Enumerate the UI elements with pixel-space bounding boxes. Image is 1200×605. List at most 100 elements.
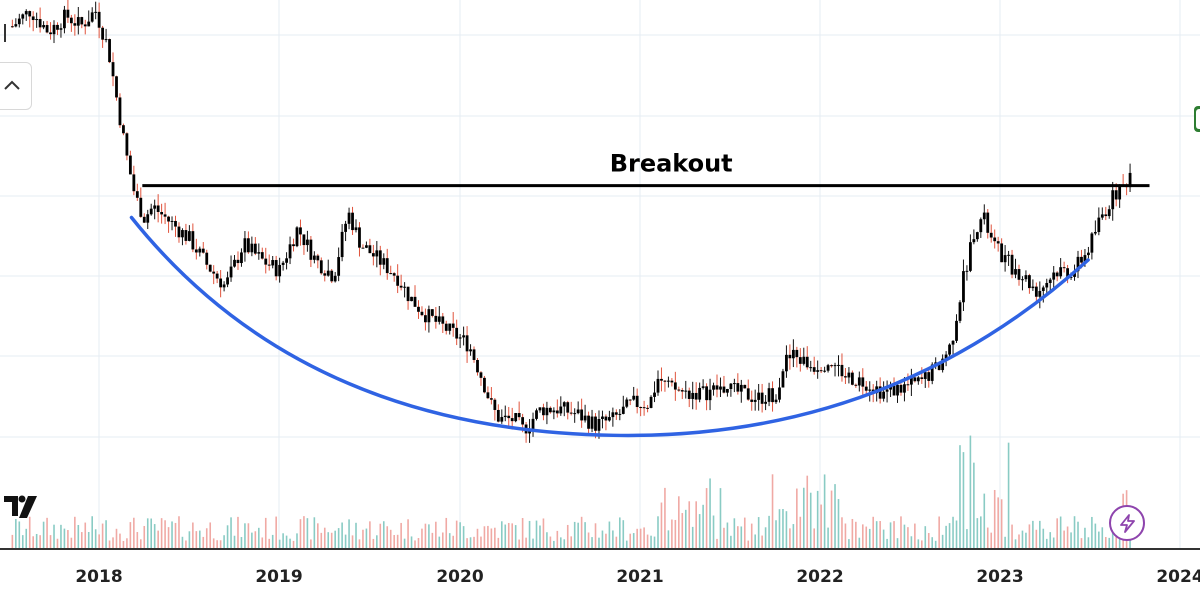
candle-body [135, 191, 139, 198]
candle-body [621, 406, 625, 414]
volume-bar [945, 525, 947, 549]
volume-bar [539, 525, 541, 549]
candle-body [17, 18, 21, 25]
volume-bar [921, 540, 923, 549]
candle-body [264, 258, 268, 265]
volume-bar [11, 534, 14, 549]
volume-bar [261, 537, 264, 549]
volume-bar [861, 524, 864, 549]
volume-bar [681, 513, 684, 549]
candle-body [656, 378, 660, 393]
candle-body [94, 11, 98, 13]
volume-bar [844, 523, 847, 549]
candle-body [1028, 275, 1031, 289]
candle-body [455, 327, 459, 339]
volume-bar [60, 524, 62, 549]
volume-bar [500, 521, 503, 549]
volume-bar [546, 532, 548, 549]
volume-bar [1111, 526, 1114, 549]
candle-body [816, 370, 820, 372]
candle-body [1034, 286, 1038, 297]
candle-body [365, 245, 368, 248]
candle-body [1100, 214, 1104, 218]
candle-body [424, 315, 427, 323]
candle-body [1003, 255, 1007, 263]
candle-body [677, 389, 681, 391]
volume-bar [521, 518, 524, 549]
volume-bar [435, 521, 437, 549]
candle-body [375, 250, 379, 257]
volume-bar [1042, 528, 1045, 549]
candle-body [944, 354, 948, 359]
volume-bar [21, 535, 24, 549]
volume-bar [1018, 534, 1020, 549]
volume-bar [785, 511, 788, 549]
volume-bar [306, 518, 309, 549]
candle-body [271, 260, 275, 266]
candle-body [149, 208, 153, 215]
chevron-up-icon [4, 80, 20, 90]
volume-bar [986, 527, 989, 549]
candle-body [913, 377, 917, 382]
volume-bar [80, 532, 83, 549]
volume-bar [223, 535, 225, 549]
candle-body [444, 323, 448, 331]
volume-bar [1080, 538, 1083, 549]
candle-body [250, 243, 254, 253]
volume-bar [980, 516, 982, 549]
candle-body [705, 386, 708, 401]
volume-bar [396, 534, 399, 549]
volume-bar [441, 532, 444, 549]
volume-bar [802, 487, 805, 549]
candle-body [500, 417, 504, 422]
volume-bar [344, 534, 347, 549]
volume-bar [327, 532, 330, 549]
candle-body [962, 271, 965, 303]
candle-body [323, 273, 327, 276]
candle-body [399, 285, 403, 288]
candle-body [483, 377, 486, 393]
chart-grid [0, 0, 1200, 549]
candle-body [153, 205, 157, 209]
lightning-button[interactable] [1109, 505, 1145, 541]
candle-body [635, 395, 639, 408]
volume-bar [702, 504, 704, 549]
candle-body [378, 250, 382, 265]
volume-bar [299, 519, 302, 549]
candle-body [35, 19, 39, 21]
candle-body [1055, 272, 1059, 277]
candle-body [639, 407, 643, 409]
candle-body [267, 264, 271, 266]
candle-body [437, 316, 441, 322]
volume-bar [174, 522, 177, 549]
volume-bar [202, 536, 205, 549]
candle-body [632, 395, 636, 400]
volume-bar [1007, 442, 1010, 549]
volume-bar [56, 538, 59, 549]
volume-bar [466, 538, 468, 549]
volume-bar [601, 530, 604, 549]
volume-bar [49, 535, 52, 549]
volume-bar [160, 518, 163, 549]
volume-bar [178, 516, 180, 549]
volume-bar [410, 536, 413, 549]
volume-bar [910, 536, 913, 549]
candle-body [132, 174, 136, 192]
candle-body [465, 335, 469, 352]
candle-body [167, 216, 170, 222]
volume-bar [212, 538, 215, 549]
candle-body [948, 344, 951, 355]
candle-body [968, 242, 972, 271]
candle-body [302, 234, 306, 246]
volume-bar [438, 536, 441, 549]
candle-body [517, 413, 521, 418]
candle-body [642, 407, 646, 409]
candle-body [69, 17, 73, 24]
volume-bar [448, 533, 451, 549]
candle-body [1111, 190, 1115, 210]
candle-body [330, 270, 334, 282]
collapse-button[interactable] [0, 62, 32, 110]
volume-bar [511, 523, 514, 549]
volume-bar [525, 537, 527, 549]
candle-body [194, 249, 198, 253]
